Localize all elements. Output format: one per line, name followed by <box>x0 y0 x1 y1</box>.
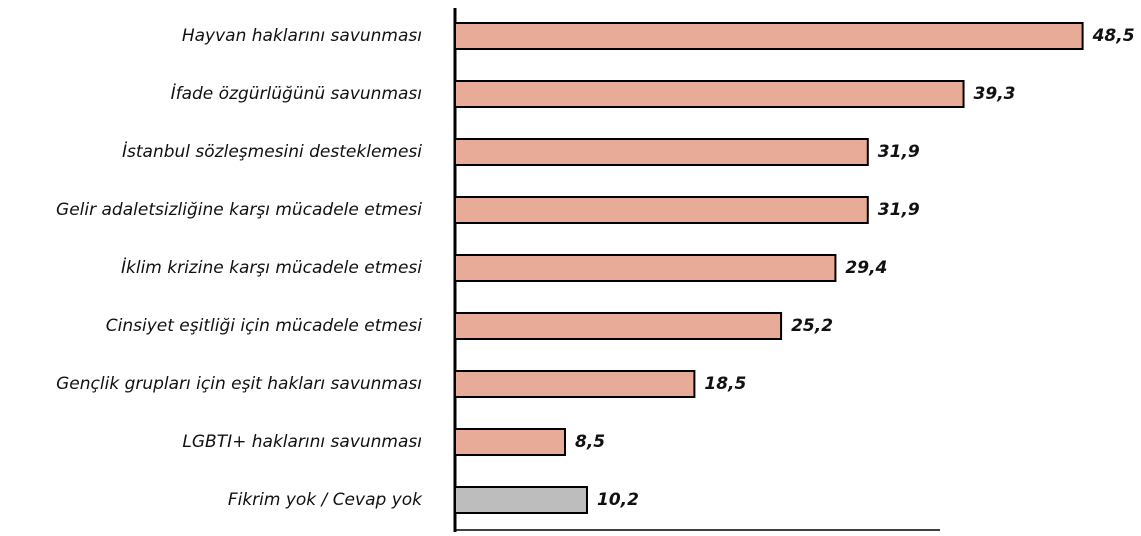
value-label: 8,5 <box>575 432 605 452</box>
bar <box>454 486 588 514</box>
bar <box>454 196 869 224</box>
value-label: 31,9 <box>878 200 920 220</box>
category-label: LGBTI+ haklarını savunması <box>182 432 422 452</box>
category-label: Hayvan haklarını savunması <box>182 26 422 46</box>
category-label: Cinsiyet eşitliği için mücadele etmesi <box>106 316 423 336</box>
bar <box>454 312 783 340</box>
category-label: İfade özgürlüğünü savunması <box>171 83 422 104</box>
category-label: Fikrim yok / Cevap yok <box>228 490 423 510</box>
bar <box>454 254 837 282</box>
value-label: 48,5 <box>1092 26 1135 46</box>
bar <box>454 428 566 456</box>
value-label: 31,9 <box>878 142 920 162</box>
value-label: 39,3 <box>974 84 1016 104</box>
value-label: 25,2 <box>791 316 833 336</box>
category-label: Gençlik grupları için eşit hakları savun… <box>56 374 422 394</box>
bar <box>454 22 1084 50</box>
category-label: Gelir adaletsizliğine karşı mücadele etm… <box>56 200 422 220</box>
bar <box>454 138 869 166</box>
value-label: 29,4 <box>845 258 887 278</box>
category-label: İklim krizine karşı mücadele etmesi <box>121 257 422 278</box>
value-label: 18,5 <box>704 374 746 394</box>
category-label: İstanbul sözleşmesini desteklemesi <box>122 141 422 162</box>
value-label: 10,2 <box>597 490 639 510</box>
bar <box>454 80 965 108</box>
bar <box>454 370 696 398</box>
